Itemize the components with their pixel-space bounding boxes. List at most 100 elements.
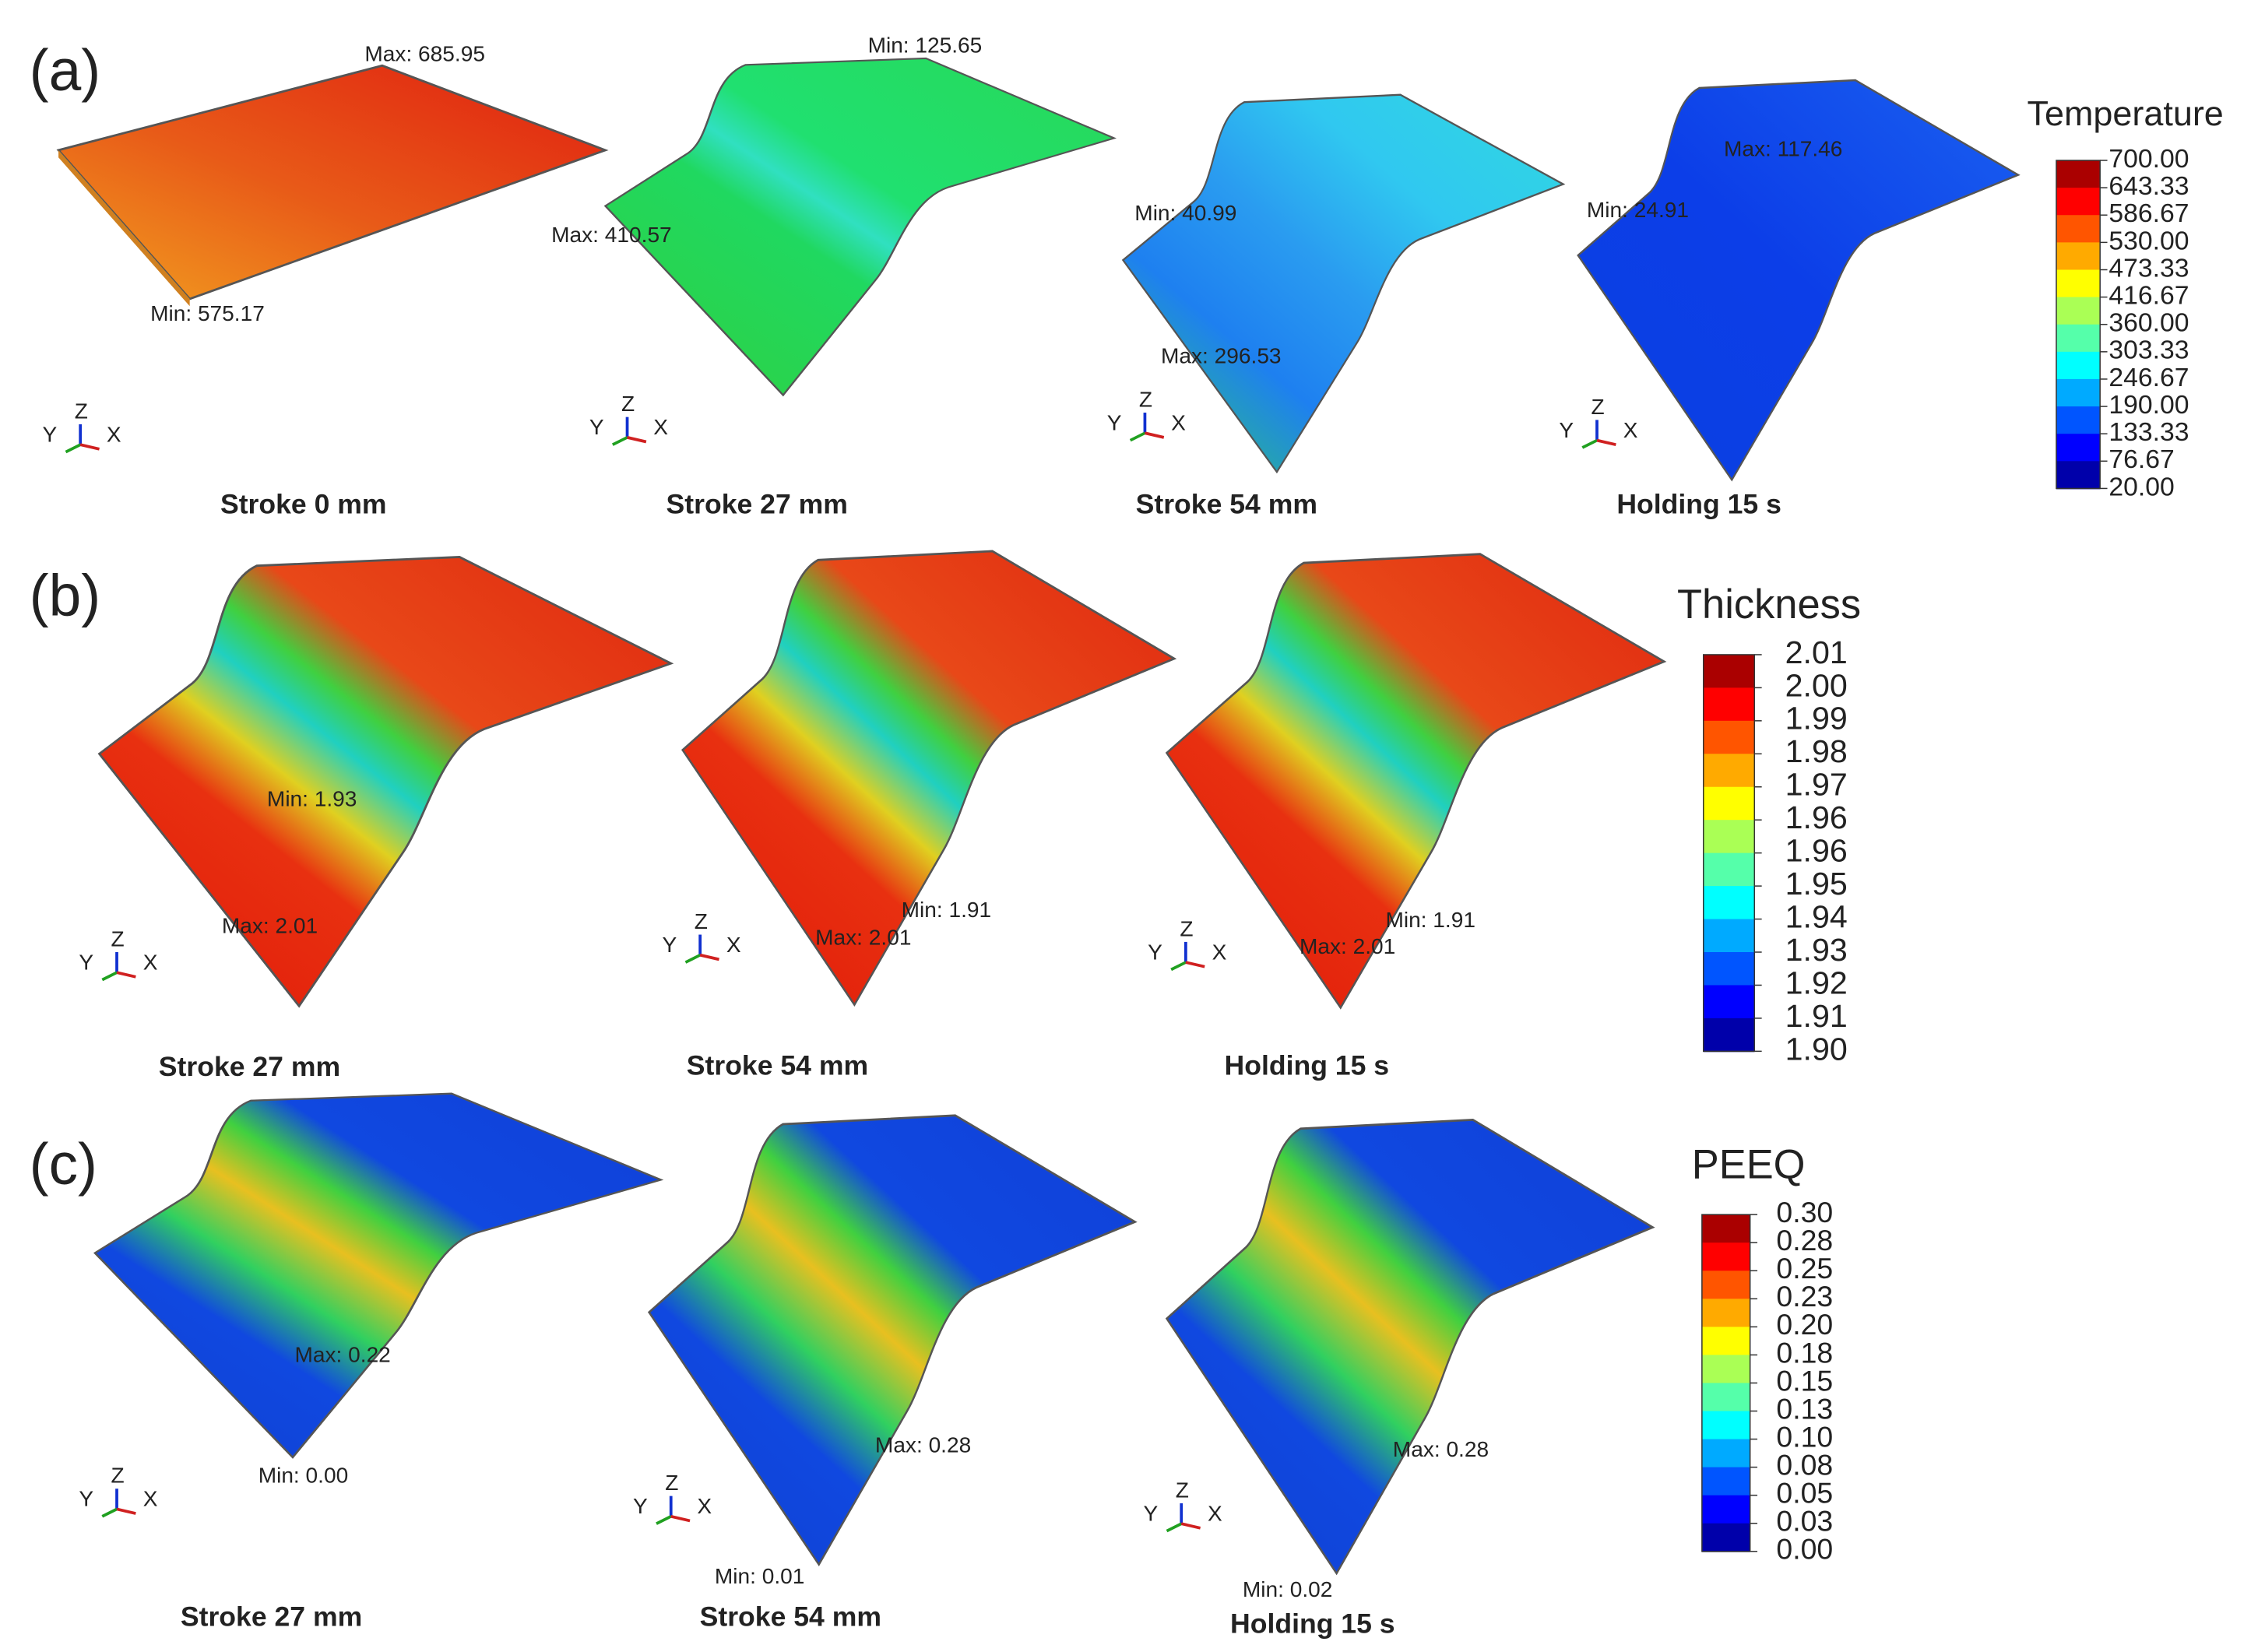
axis-label: Z bbox=[111, 927, 125, 951]
axis-label: Y bbox=[1144, 1501, 1159, 1525]
colorbar-band bbox=[1701, 1243, 1750, 1272]
colorbar-label: 1.92 bbox=[1785, 965, 1848, 1000]
annotation: Max: 0.28 bbox=[1393, 1437, 1489, 1461]
axis-label: X bbox=[697, 1494, 712, 1518]
axis-y bbox=[101, 971, 118, 982]
annotation: Min: 1.91 bbox=[1385, 908, 1475, 932]
caption: Holding 15 s bbox=[1225, 1049, 1390, 1081]
colorbar-band bbox=[1701, 1411, 1750, 1440]
colorbar-band bbox=[1701, 1383, 1750, 1412]
colorbar-label: 20.00 bbox=[2108, 472, 2174, 501]
colorbar-band bbox=[1703, 687, 1755, 722]
colorbar-label: 0.13 bbox=[1776, 1392, 1833, 1425]
colorbar-label: 0.18 bbox=[1776, 1336, 1833, 1369]
axis-label: X bbox=[1623, 418, 1638, 442]
axis-label: Z bbox=[695, 909, 708, 933]
colorbar-band bbox=[1701, 1439, 1750, 1468]
axis-label: Z bbox=[665, 1471, 678, 1495]
colorbar-band bbox=[2056, 378, 2101, 408]
axis-x bbox=[1185, 961, 1205, 968]
axis-label: Y bbox=[1559, 418, 1574, 442]
annotation: Max: 296.53 bbox=[1161, 343, 1282, 367]
caption: Stroke 27 mm bbox=[159, 1051, 340, 1082]
colorbar-band bbox=[1703, 852, 1755, 888]
axis-x bbox=[670, 1514, 691, 1523]
axis-label: Y bbox=[79, 950, 93, 974]
annotation: Max: 2.01 bbox=[815, 926, 911, 950]
colorbar-label: 416.67 bbox=[2108, 281, 2189, 311]
legend-title: PEEQ bbox=[1692, 1142, 1806, 1187]
colorbar-label: 0.10 bbox=[1776, 1420, 1833, 1453]
axis-label: Z bbox=[621, 392, 635, 416]
colorbar-label: 1.91 bbox=[1785, 998, 1848, 1034]
colorbar-label: 473.33 bbox=[2108, 253, 2189, 283]
axis-x bbox=[1596, 438, 1616, 447]
annotation: Max: 117.46 bbox=[1724, 136, 1842, 160]
axis-label: X bbox=[143, 950, 158, 974]
colorbar-label: 0.20 bbox=[1776, 1308, 1833, 1341]
caption: Stroke 27 mm bbox=[181, 1601, 362, 1632]
colorbar-label: 133.33 bbox=[2108, 417, 2189, 447]
colorbar-band bbox=[2056, 461, 2101, 490]
colorbar-band bbox=[1703, 1018, 1755, 1053]
colorbar-band bbox=[1703, 820, 1755, 854]
annotation: Max: 2.01 bbox=[222, 914, 318, 938]
formed-part bbox=[648, 1114, 1137, 1566]
colorbar-label: 0.15 bbox=[1776, 1364, 1833, 1397]
colorbar-band bbox=[1701, 1355, 1750, 1384]
colorbar-band bbox=[2056, 406, 2101, 435]
axis-label: X bbox=[143, 1487, 158, 1511]
annotation: Min: 575.17 bbox=[150, 301, 265, 325]
axis-y bbox=[1581, 438, 1598, 449]
axis-y bbox=[1129, 431, 1146, 442]
colorbar-band bbox=[1701, 1467, 1750, 1496]
colorbar-label: 2.01 bbox=[1785, 634, 1848, 670]
colorbar-band bbox=[1701, 1327, 1750, 1356]
colorbar-band bbox=[2056, 297, 2101, 325]
colorbar-label: 1.95 bbox=[1785, 866, 1848, 902]
annotation: Min: 1.93 bbox=[267, 787, 357, 811]
caption: Stroke 0 mm bbox=[220, 488, 387, 519]
colorbar-band bbox=[1701, 1495, 1750, 1524]
colorbar-label: 360.00 bbox=[2108, 308, 2189, 338]
colorbar-label: 1.93 bbox=[1785, 932, 1848, 968]
colorbar-band bbox=[1701, 1214, 1750, 1244]
colorbar-band bbox=[2056, 160, 2101, 189]
axis-x bbox=[627, 436, 647, 444]
annotation: Max: 410.57 bbox=[551, 223, 672, 247]
axis-label: Y bbox=[633, 1494, 648, 1518]
axis-y bbox=[65, 443, 82, 454]
colorbar-band bbox=[2056, 324, 2101, 353]
colorbar-label: 700.00 bbox=[2108, 144, 2189, 174]
colorbar-band bbox=[1703, 952, 1755, 986]
axis-y bbox=[1170, 961, 1187, 972]
colorbar-label: 0.00 bbox=[1776, 1533, 1833, 1566]
colorbar-label: 586.67 bbox=[2108, 199, 2189, 228]
colorbar-band bbox=[1701, 1299, 1750, 1328]
colorbar-label: 530.00 bbox=[2108, 226, 2189, 255]
axis-x bbox=[699, 953, 719, 961]
annotation: Min: 40.99 bbox=[1134, 201, 1236, 225]
caption: Stroke 27 mm bbox=[666, 488, 848, 519]
axis-y bbox=[656, 1515, 672, 1525]
colorbar-band bbox=[1703, 886, 1755, 920]
colorbar-band bbox=[2056, 269, 2101, 298]
colorbar-label: 303.33 bbox=[2108, 336, 2189, 365]
colorbar-label: 0.25 bbox=[1776, 1252, 1833, 1285]
colorbar-label: 1.90 bbox=[1785, 1031, 1848, 1067]
axis-label: Z bbox=[1180, 916, 1193, 940]
colorbar-band bbox=[2056, 215, 2101, 244]
axis-label: Y bbox=[662, 933, 677, 957]
annotation: Max: 2.01 bbox=[1300, 934, 1395, 958]
colorbar-label: 0.23 bbox=[1776, 1280, 1833, 1313]
caption: Holding 15 s bbox=[1230, 1608, 1395, 1640]
annotation: Max: 685.95 bbox=[364, 42, 485, 66]
axis-y bbox=[101, 1507, 118, 1518]
annotation: Min: 1.91 bbox=[902, 898, 992, 922]
colorbar-band bbox=[1703, 754, 1755, 788]
colorbar-label: 1.94 bbox=[1785, 898, 1848, 934]
caption: Stroke 54 mm bbox=[1136, 488, 1317, 519]
colorbar-label: 643.33 bbox=[2108, 171, 2189, 201]
